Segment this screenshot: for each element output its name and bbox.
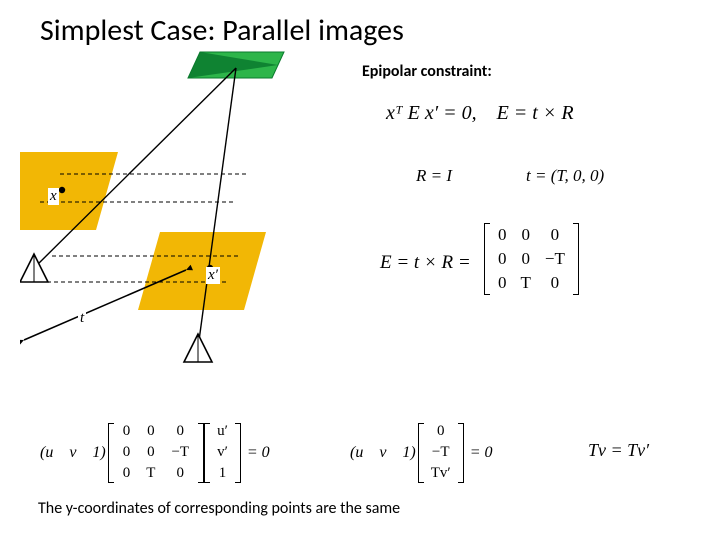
annot-xprime: x′ xyxy=(206,267,220,284)
annot-x: x xyxy=(48,188,59,205)
eq-t: t = (T, 0, 0) xyxy=(526,166,604,186)
eq-bottom-left: (u v 1)00000−T0T0u′v′1= 0 xyxy=(38,420,272,485)
eq-bottom-mid: (u v 1)0−TTv′= 0 xyxy=(348,420,495,485)
eq-E-prefix: E = t × R = xyxy=(380,252,471,274)
eq-R: R = I xyxy=(416,166,452,186)
annot-t: t xyxy=(78,310,86,327)
E-matrix: 00000−T0T0 xyxy=(484,222,579,296)
footer-text: The y-coordinates of corresponding point… xyxy=(38,499,400,518)
page-title: Simplest Case: Parallel images xyxy=(40,12,404,49)
eq-bottom-final: Tv = Tv′ xyxy=(586,440,651,461)
epipolar-label: Epipolar constraint: xyxy=(362,62,492,81)
epipolar-diagram xyxy=(20,50,340,430)
eq-epipolar: xᵀ E x′ = 0, E = t × R xyxy=(386,102,574,125)
